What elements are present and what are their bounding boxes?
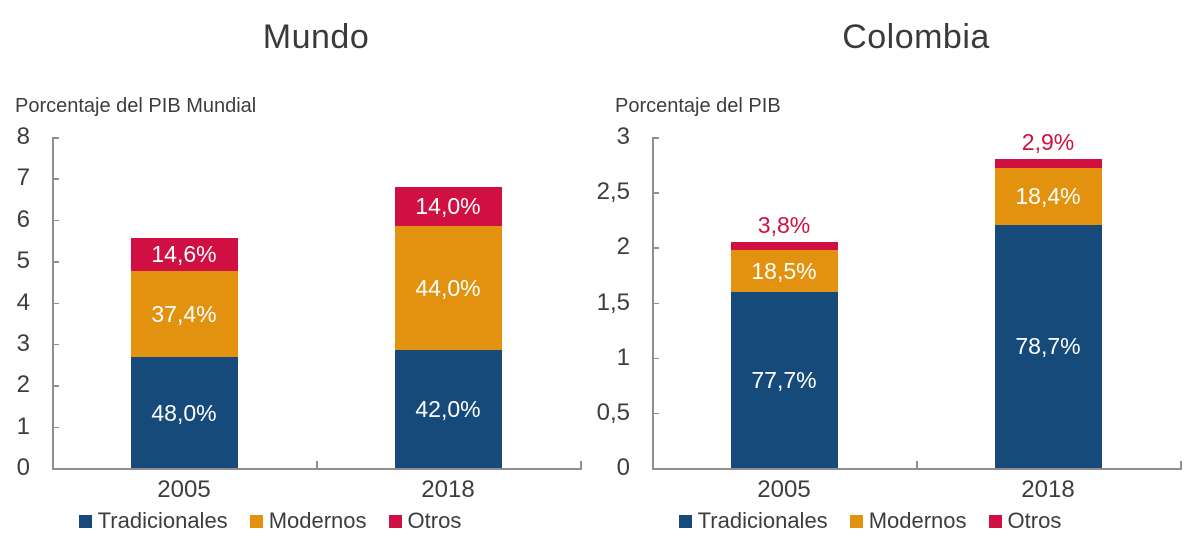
bar-segment-label: 18,5% <box>751 258 817 285</box>
bar-segment-label: 48,0% <box>151 399 217 426</box>
legend-item-tradicionales: Tradicionales <box>678 508 828 534</box>
y-tick-mark <box>652 137 659 139</box>
y-tick-mark <box>52 178 59 180</box>
y-tick-label: 5 <box>16 247 30 275</box>
legend-label: Modernos <box>868 508 967 533</box>
legend-label: Otros <box>1007 508 1062 533</box>
legend-label: Tradicionales <box>697 508 828 533</box>
y-tick-mark <box>52 137 59 139</box>
y-tick-mark <box>52 261 59 263</box>
bar-segment-modernos <box>130 271 238 358</box>
x-tick-mark <box>916 461 918 468</box>
legend-item-modernos: Modernos <box>849 508 967 534</box>
y-tick-label: 1,5 <box>596 288 630 316</box>
legend-item-tradicionales: Tradicionales <box>78 508 228 534</box>
y-tick-mark <box>52 385 59 387</box>
bar-segment-label: 78,7% <box>1015 333 1081 360</box>
y-tick-label: 2 <box>16 371 30 399</box>
bar-segment-label-above: 2,9% <box>1021 129 1075 156</box>
y-tick-mark <box>52 426 59 429</box>
chart-colombia: Colombia Porcentaje del PIB 0 0,5 1 1,5 2 2,5… <box>597 0 1200 556</box>
bar-segment-label: 18,4% <box>1015 183 1081 210</box>
legend-marker-icon <box>78 514 92 528</box>
y-tick-mark <box>52 219 59 222</box>
bar-segment-tradicionales <box>394 349 502 468</box>
bar-segment-label: 37,4% <box>151 301 217 328</box>
y-tick-label: 2,5 <box>596 178 630 206</box>
plot-area: 0 0,5 1 1,5 2 2,5 3 77,7% 18,5% 3,8% 2005 78,7% 18,4… <box>597 0 1200 556</box>
legend-item-otros: Otros <box>988 508 1062 534</box>
y-tick-mark <box>652 412 659 415</box>
y-tick-label: 1 <box>16 412 30 440</box>
y-tick-label: 6 <box>16 205 30 233</box>
x-tick-mark <box>1180 461 1182 468</box>
legend-item-modernos: Modernos <box>249 508 367 534</box>
chart-mundo: Mundo Porcentaje del PIB Mundial 0 1 2 3 4 5 6… <box>6 18 582 536</box>
bar-segment-tradicionales <box>730 292 838 468</box>
y-tick-mark <box>652 357 659 360</box>
x-tick-mark <box>580 461 582 468</box>
legend-marker-icon <box>388 514 402 528</box>
legend-item-otros: Otros <box>388 508 462 534</box>
legend-label: Tradicionales <box>97 508 228 533</box>
legend-label: Otros <box>407 508 462 533</box>
bar-segment-modernos <box>730 250 838 293</box>
y-axis-label: Porcentaje del PIB Mundial <box>15 95 257 117</box>
legend-marker-icon <box>849 514 863 528</box>
y-tick-label: 7 <box>16 164 30 192</box>
y-tick-mark <box>52 302 59 304</box>
y-tick-label: 3 <box>616 123 630 150</box>
y-tick-mark <box>52 468 59 470</box>
bar-segment-otros <box>994 159 1102 169</box>
y-tick-label: 8 <box>16 123 30 150</box>
x-tick-mark <box>316 461 318 468</box>
legend-marker-icon <box>678 514 692 528</box>
bar-segment-tradicionales <box>994 224 1102 468</box>
bar-segment-label: 14,0% <box>415 193 481 220</box>
y-tick-mark <box>52 343 59 346</box>
y-tick-mark <box>652 468 659 470</box>
bar-segment-label-above: 3,8% <box>757 211 811 238</box>
category-label: 2005 <box>157 476 211 503</box>
x-axis-line <box>652 468 1182 470</box>
y-tick-label: 4 <box>16 288 30 316</box>
legend-marker-icon <box>249 514 263 528</box>
category-label: 2018 <box>421 476 475 503</box>
legend-marker-icon <box>988 514 1002 528</box>
legend: Tradicionales Modernos Otros <box>606 506 1134 536</box>
y-tick-mark <box>652 247 659 249</box>
y-tick-label: 0 <box>616 454 630 481</box>
y-tick-mark <box>652 192 659 194</box>
bar-segment-label: 42,0% <box>415 395 481 422</box>
y-tick-mark <box>652 302 659 304</box>
bar-segment-otros <box>130 237 238 272</box>
y-tick-label: 0,5 <box>596 398 630 426</box>
bar-segment-label: 44,0% <box>415 274 481 301</box>
y-tick-label: 1 <box>616 343 630 371</box>
legend-label: Modernos <box>268 508 367 533</box>
bar-segment-label: 14,6% <box>151 241 217 268</box>
category-label: 2005 <box>757 476 811 503</box>
bar-segment-modernos <box>994 168 1102 225</box>
x-axis-line <box>52 468 582 470</box>
y-tick-label: 0 <box>16 454 30 481</box>
plot-area: 0 1 2 3 4 5 6 7 8 48,0% 37,4% 14,6% 2005 42,0% 44,0% 14… <box>16 123 582 503</box>
chart-title-colombia: Colombia <box>842 18 990 56</box>
bar-segment-tradicionales <box>130 357 238 468</box>
bar-segment-otros <box>394 186 502 227</box>
y-tick-label: 3 <box>16 329 30 357</box>
y-axis-label: Porcentaje del PIB <box>615 95 781 117</box>
chart-title-mundo: Mundo <box>262 18 370 56</box>
bar-segment-otros <box>730 241 838 251</box>
legend: Tradicionales Modernos Otros <box>6 506 534 536</box>
bar-segment-label: 77,7% <box>751 367 817 394</box>
bar-segment-modernos <box>394 226 502 350</box>
y-tick-label: 2 <box>616 233 630 261</box>
category-label: 2018 <box>1021 476 1075 503</box>
